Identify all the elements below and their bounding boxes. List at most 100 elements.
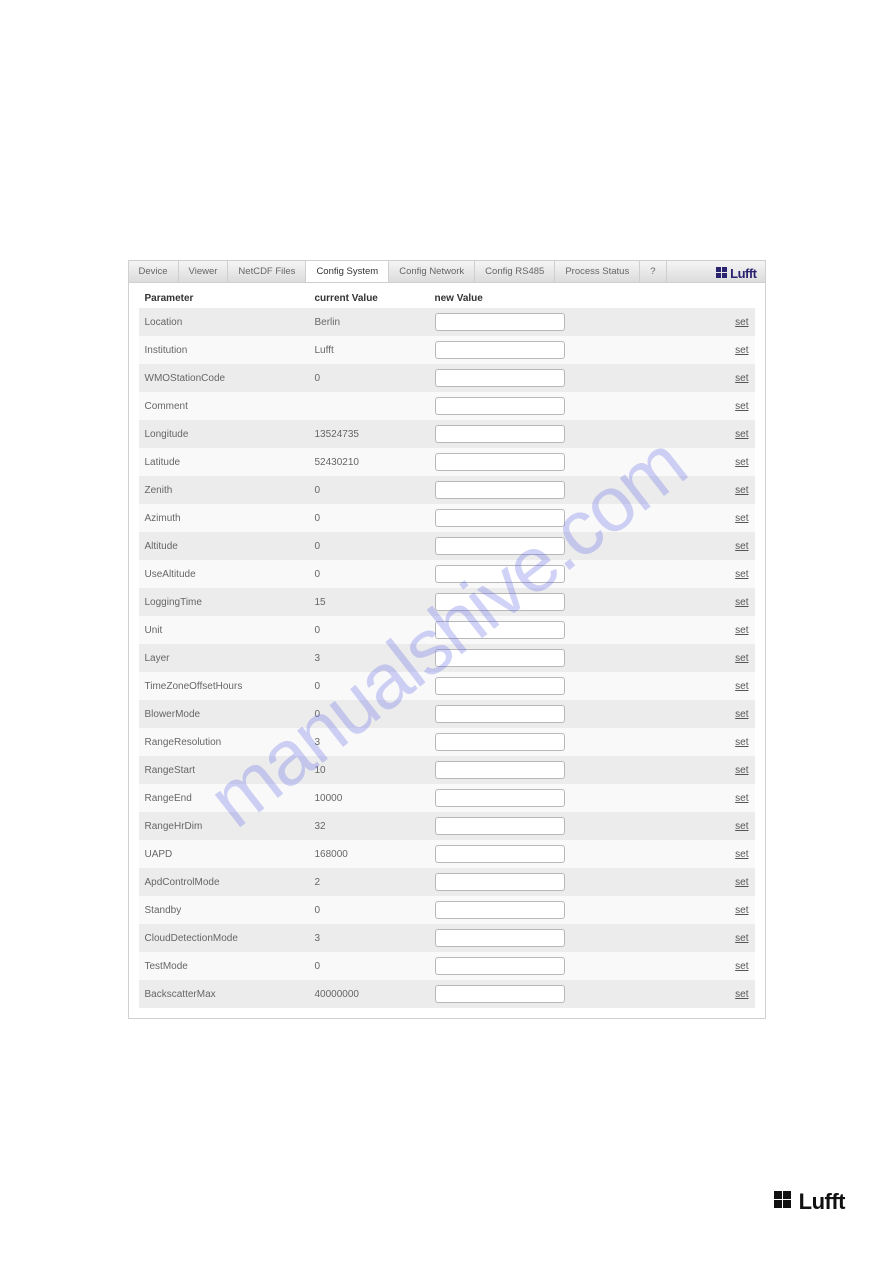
set-link[interactable]: set (735, 709, 748, 720)
set-link[interactable]: set (735, 849, 748, 860)
set-link[interactable]: set (735, 989, 748, 1000)
new-value-input[interactable] (435, 677, 565, 695)
set-link[interactable]: set (735, 345, 748, 356)
tab-process-status[interactable]: Process Status (555, 261, 640, 282)
action-cell: set (709, 317, 749, 328)
action-cell: set (709, 597, 749, 608)
new-value-input[interactable] (435, 565, 565, 583)
set-link[interactable]: set (735, 625, 748, 636)
new-value-input[interactable] (435, 817, 565, 835)
action-cell: set (709, 513, 749, 524)
tab-config-rs485[interactable]: Config RS485 (475, 261, 555, 282)
table-row: WMOStationCode0set (139, 364, 755, 392)
current-value: 0 (315, 485, 435, 496)
param-label: Azimuth (145, 513, 315, 524)
new-value-input[interactable] (435, 481, 565, 499)
new-value-input[interactable] (435, 425, 565, 443)
set-link[interactable]: set (735, 933, 748, 944)
set-link[interactable]: set (735, 877, 748, 888)
new-value-input[interactable] (435, 705, 565, 723)
new-value-cell (435, 705, 709, 723)
param-label: Location (145, 317, 315, 328)
set-link[interactable]: set (735, 401, 748, 412)
set-link[interactable]: set (735, 373, 748, 384)
current-value: 0 (315, 513, 435, 524)
lufft-logo-icon (716, 267, 728, 279)
new-value-input[interactable] (435, 453, 565, 471)
new-value-input[interactable] (435, 901, 565, 919)
new-value-input[interactable] (435, 341, 565, 359)
app-window: DeviceViewerNetCDF FilesConfig SystemCon… (128, 260, 766, 1019)
param-label: Longitude (145, 429, 315, 440)
new-value-input[interactable] (435, 789, 565, 807)
table-row: BackscatterMax40000000set (139, 980, 755, 1008)
current-value: Berlin (315, 317, 435, 328)
new-value-input[interactable] (435, 985, 565, 1003)
current-value: 10 (315, 765, 435, 776)
new-value-input[interactable] (435, 313, 565, 331)
new-value-input[interactable] (435, 537, 565, 555)
tab-config-system[interactable]: Config System (306, 261, 389, 282)
table-row: Standby0set (139, 896, 755, 924)
table-row: RangeResolution3 set (139, 728, 755, 756)
set-link[interactable]: set (735, 905, 748, 916)
action-cell: set (709, 905, 749, 916)
param-label: UseAltitude (145, 569, 315, 580)
tab-viewer[interactable]: Viewer (179, 261, 229, 282)
new-value-input[interactable] (435, 369, 565, 387)
action-cell: set (709, 401, 749, 412)
set-link[interactable]: set (735, 793, 748, 804)
new-value-input[interactable] (435, 845, 565, 863)
set-link[interactable]: set (735, 485, 748, 496)
new-value-input[interactable] (435, 621, 565, 639)
action-cell: set (709, 485, 749, 496)
param-label: WMOStationCode (145, 373, 315, 384)
action-cell: set (709, 961, 749, 972)
param-label: RangeResolution (145, 737, 315, 748)
current-value: 168000 (315, 849, 435, 860)
tab-bar: DeviceViewerNetCDF FilesConfig SystemCon… (129, 260, 765, 283)
tab-config-network[interactable]: Config Network (389, 261, 475, 282)
set-link[interactable]: set (735, 765, 748, 776)
set-link[interactable]: set (735, 569, 748, 580)
new-value-input[interactable] (435, 649, 565, 667)
set-link[interactable]: set (735, 653, 748, 664)
set-link[interactable]: set (735, 317, 748, 328)
action-cell: set (709, 541, 749, 552)
current-value: 3 (315, 737, 435, 748)
table-row: Unit0set (139, 616, 755, 644)
set-link[interactable]: set (735, 821, 748, 832)
set-link[interactable]: set (735, 513, 748, 524)
new-value-cell (435, 789, 709, 807)
set-link[interactable]: set (735, 737, 748, 748)
new-value-input[interactable] (435, 593, 565, 611)
action-cell: set (709, 625, 749, 636)
set-link[interactable]: set (735, 429, 748, 440)
tab-netcdf-files[interactable]: NetCDF Files (228, 261, 306, 282)
action-cell: set (709, 765, 749, 776)
set-link[interactable]: set (735, 457, 748, 468)
new-value-input[interactable] (435, 957, 565, 975)
new-value-input[interactable] (435, 873, 565, 891)
new-value-input[interactable] (435, 761, 565, 779)
param-label: Zenith (145, 485, 315, 496)
new-value-cell (435, 817, 709, 835)
current-value: 32 (315, 821, 435, 832)
current-value: 13524735 (315, 429, 435, 440)
set-link[interactable]: set (735, 961, 748, 972)
set-link[interactable]: set (735, 681, 748, 692)
table-row: RangeEnd10000set (139, 784, 755, 812)
new-value-input[interactable] (435, 733, 565, 751)
tab-device[interactable]: Device (129, 261, 179, 282)
tab-[interactable]: ? (640, 261, 666, 282)
table-row: ApdControlMode2set (139, 868, 755, 896)
header-new: new Value (435, 293, 709, 304)
table-row: Latitude52430210set (139, 448, 755, 476)
new-value-input[interactable] (435, 397, 565, 415)
current-value: 0 (315, 961, 435, 972)
set-link[interactable]: set (735, 541, 748, 552)
action-cell: set (709, 457, 749, 468)
set-link[interactable]: set (735, 597, 748, 608)
new-value-input[interactable] (435, 929, 565, 947)
new-value-input[interactable] (435, 509, 565, 527)
